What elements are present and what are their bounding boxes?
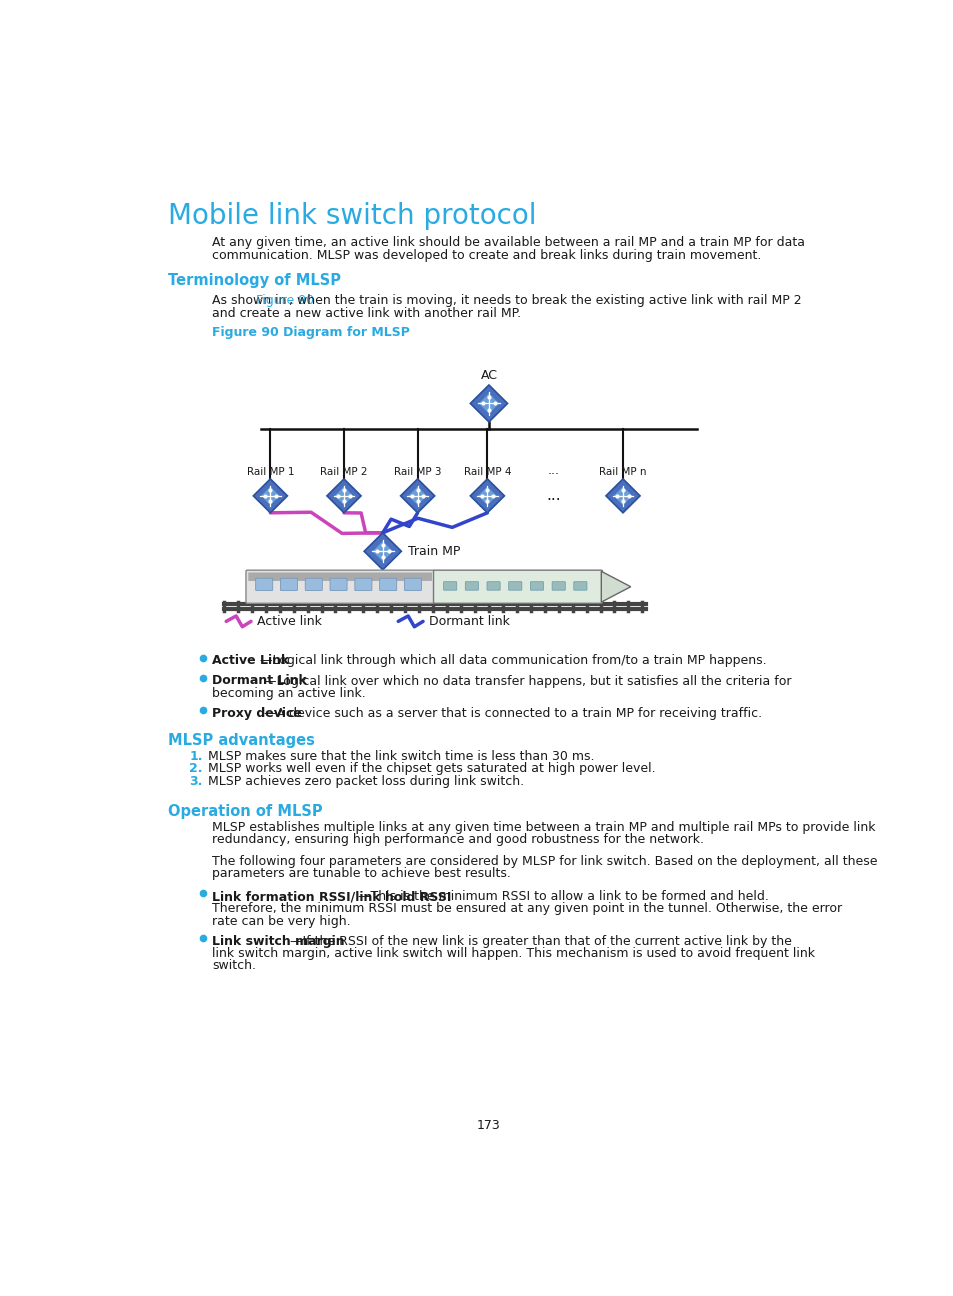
FancyBboxPatch shape — [486, 582, 499, 590]
Text: Link formation RSSI/link hold RSSI: Link formation RSSI/link hold RSSI — [212, 890, 451, 903]
Text: Rail MP 2: Rail MP 2 — [320, 467, 367, 477]
Polygon shape — [605, 480, 639, 513]
Text: Therefore, the minimum RSSI must be ensured at any given point in the tunnel. Ot: Therefore, the minimum RSSI must be ensu… — [212, 902, 841, 915]
FancyBboxPatch shape — [248, 573, 432, 581]
Text: Proxy device: Proxy device — [212, 706, 302, 719]
FancyBboxPatch shape — [305, 578, 322, 591]
Text: The following four parameters are considered by MLSP for link switch. Based on t: The following four parameters are consid… — [212, 854, 877, 868]
Text: Mobile link switch protocol: Mobile link switch protocol — [168, 202, 536, 229]
Text: becoming an active link.: becoming an active link. — [212, 687, 366, 700]
Text: AC: AC — [480, 369, 497, 382]
Text: 173: 173 — [476, 1118, 500, 1131]
Text: MLSP works well even if the chipset gets saturated at high power level.: MLSP works well even if the chipset gets… — [208, 762, 656, 775]
Text: Train MP: Train MP — [407, 544, 459, 557]
Text: Link switch margin: Link switch margin — [212, 934, 345, 947]
Polygon shape — [335, 486, 353, 505]
Text: Active Link: Active Link — [212, 654, 289, 667]
FancyBboxPatch shape — [404, 578, 421, 591]
Text: Dormant link: Dormant link — [429, 614, 510, 627]
Polygon shape — [400, 480, 435, 513]
Polygon shape — [600, 572, 630, 603]
Polygon shape — [478, 393, 498, 413]
Text: 1.: 1. — [190, 750, 203, 763]
Polygon shape — [470, 385, 507, 422]
Polygon shape — [261, 486, 279, 505]
FancyBboxPatch shape — [508, 582, 521, 590]
Polygon shape — [477, 486, 497, 505]
Polygon shape — [372, 542, 393, 561]
FancyBboxPatch shape — [530, 582, 543, 590]
FancyBboxPatch shape — [246, 570, 434, 603]
Text: —If the RSSI of the new link is greater than that of the current active link by : —If the RSSI of the new link is greater … — [290, 934, 791, 947]
Text: switch.: switch. — [212, 959, 256, 972]
Text: At any given time, an active link should be available between a rail MP and a tr: At any given time, an active link should… — [212, 236, 804, 249]
Text: Rail MP 4: Rail MP 4 — [463, 467, 511, 477]
Text: parameters are tunable to achieve best results.: parameters are tunable to achieve best r… — [212, 867, 511, 880]
Text: Figure 90: Figure 90 — [255, 294, 314, 307]
FancyBboxPatch shape — [355, 578, 372, 591]
Text: MLSP advantages: MLSP advantages — [168, 734, 314, 748]
FancyBboxPatch shape — [255, 578, 273, 591]
Text: —Logical link through which all data communication from/to a train MP happens.: —Logical link through which all data com… — [259, 654, 765, 667]
FancyBboxPatch shape — [330, 578, 347, 591]
Text: Terminology of MLSP: Terminology of MLSP — [168, 272, 341, 288]
FancyBboxPatch shape — [443, 582, 456, 590]
Text: 3.: 3. — [190, 775, 203, 788]
FancyBboxPatch shape — [280, 578, 297, 591]
Polygon shape — [408, 486, 427, 505]
Text: Rail MP 3: Rail MP 3 — [394, 467, 441, 477]
Text: —This is the minimum RSSI to allow a link to be formed and held.: —This is the minimum RSSI to allow a lin… — [358, 890, 768, 903]
Text: MLSP establishes multiple links at any given time between a train MP and multipl: MLSP establishes multiple links at any g… — [212, 820, 875, 833]
Text: Rail MP 1: Rail MP 1 — [247, 467, 294, 477]
Text: —A device such as a server that is connected to a train MP for receiving traffic: —A device such as a server that is conne… — [264, 706, 761, 719]
Text: MLSP makes sure that the link switch time is less than 30 ms.: MLSP makes sure that the link switch tim… — [208, 750, 595, 763]
FancyBboxPatch shape — [465, 582, 478, 590]
FancyBboxPatch shape — [573, 582, 586, 590]
Polygon shape — [470, 480, 504, 513]
Text: Figure 90 Diagram for MLSP: Figure 90 Diagram for MLSP — [212, 327, 410, 340]
Text: Operation of MLSP: Operation of MLSP — [168, 804, 322, 819]
Text: Dormant Link: Dormant Link — [212, 674, 307, 687]
Text: —Logical link over which no data transfer happens, but it satisfies all the crit: —Logical link over which no data transfe… — [264, 674, 791, 687]
Text: redundancy, ensuring high performance and good robustness for the network.: redundancy, ensuring high performance an… — [212, 833, 703, 846]
Text: Rail MP n: Rail MP n — [598, 467, 646, 477]
Polygon shape — [327, 480, 360, 513]
Text: MLSP achieves zero packet loss during link switch.: MLSP achieves zero packet loss during li… — [208, 775, 524, 788]
Text: link switch margin, active link switch will happen. This mechanism is used to av: link switch margin, active link switch w… — [212, 947, 815, 960]
Text: rate can be very high.: rate can be very high. — [212, 915, 351, 928]
Text: ...: ... — [545, 489, 560, 503]
Text: Active link: Active link — [257, 614, 322, 627]
Polygon shape — [613, 486, 632, 505]
Text: 2.: 2. — [190, 762, 203, 775]
Text: and create a new active link with another rail MP.: and create a new active link with anothe… — [212, 307, 521, 320]
FancyBboxPatch shape — [552, 582, 565, 590]
FancyBboxPatch shape — [433, 570, 602, 603]
FancyBboxPatch shape — [379, 578, 396, 591]
Text: , when the train is moving, it needs to break the existing active link with rail: , when the train is moving, it needs to … — [289, 294, 801, 307]
Polygon shape — [253, 480, 287, 513]
Text: As shown in: As shown in — [212, 294, 291, 307]
Polygon shape — [364, 533, 401, 570]
Text: communication. MLSP was developed to create and break links during train movemen: communication. MLSP was developed to cre… — [212, 249, 760, 263]
Text: ...: ... — [547, 464, 558, 477]
